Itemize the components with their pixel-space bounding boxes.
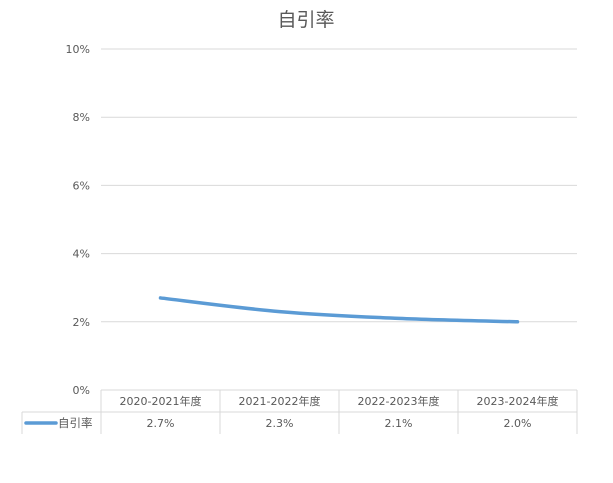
- data-point: [159, 296, 162, 299]
- y-tick-label: 4%: [73, 248, 90, 261]
- legend-series-name: 自引率: [58, 416, 93, 430]
- gridlines: [101, 48, 577, 391]
- y-axis-ticks: 0% 2% 4% 6% 8% 10%: [66, 43, 90, 397]
- chart-title: 自引率: [277, 9, 334, 31]
- y-tick-label: 6%: [73, 179, 90, 192]
- x-category-label: 2022-2023年度: [358, 394, 440, 408]
- data-point: [397, 317, 400, 320]
- y-tick-label: 8%: [73, 111, 90, 124]
- data-table-value: 2.3%: [266, 417, 294, 430]
- y-tick-label: 0%: [73, 384, 90, 397]
- series-layer: [158, 296, 520, 324]
- data-point: [516, 320, 519, 323]
- series-line: [158, 296, 520, 324]
- data-table-value: 2.0%: [504, 417, 532, 430]
- x-category-label: 2021-2022年度: [239, 394, 321, 408]
- data-point: [278, 310, 281, 313]
- x-category-label: 2020-2021年度: [120, 394, 202, 408]
- y-tick-label: 2%: [73, 316, 90, 329]
- y-tick-label: 10%: [66, 43, 90, 56]
- x-category-label: 2023-2024年度: [477, 394, 559, 408]
- data-table-value: 2.7%: [147, 417, 175, 430]
- data-table-value: 2.1%: [385, 417, 413, 430]
- data-table: 2020-2021年度 2021-2022年度 2022-2023年度 2023-20…: [21, 390, 578, 434]
